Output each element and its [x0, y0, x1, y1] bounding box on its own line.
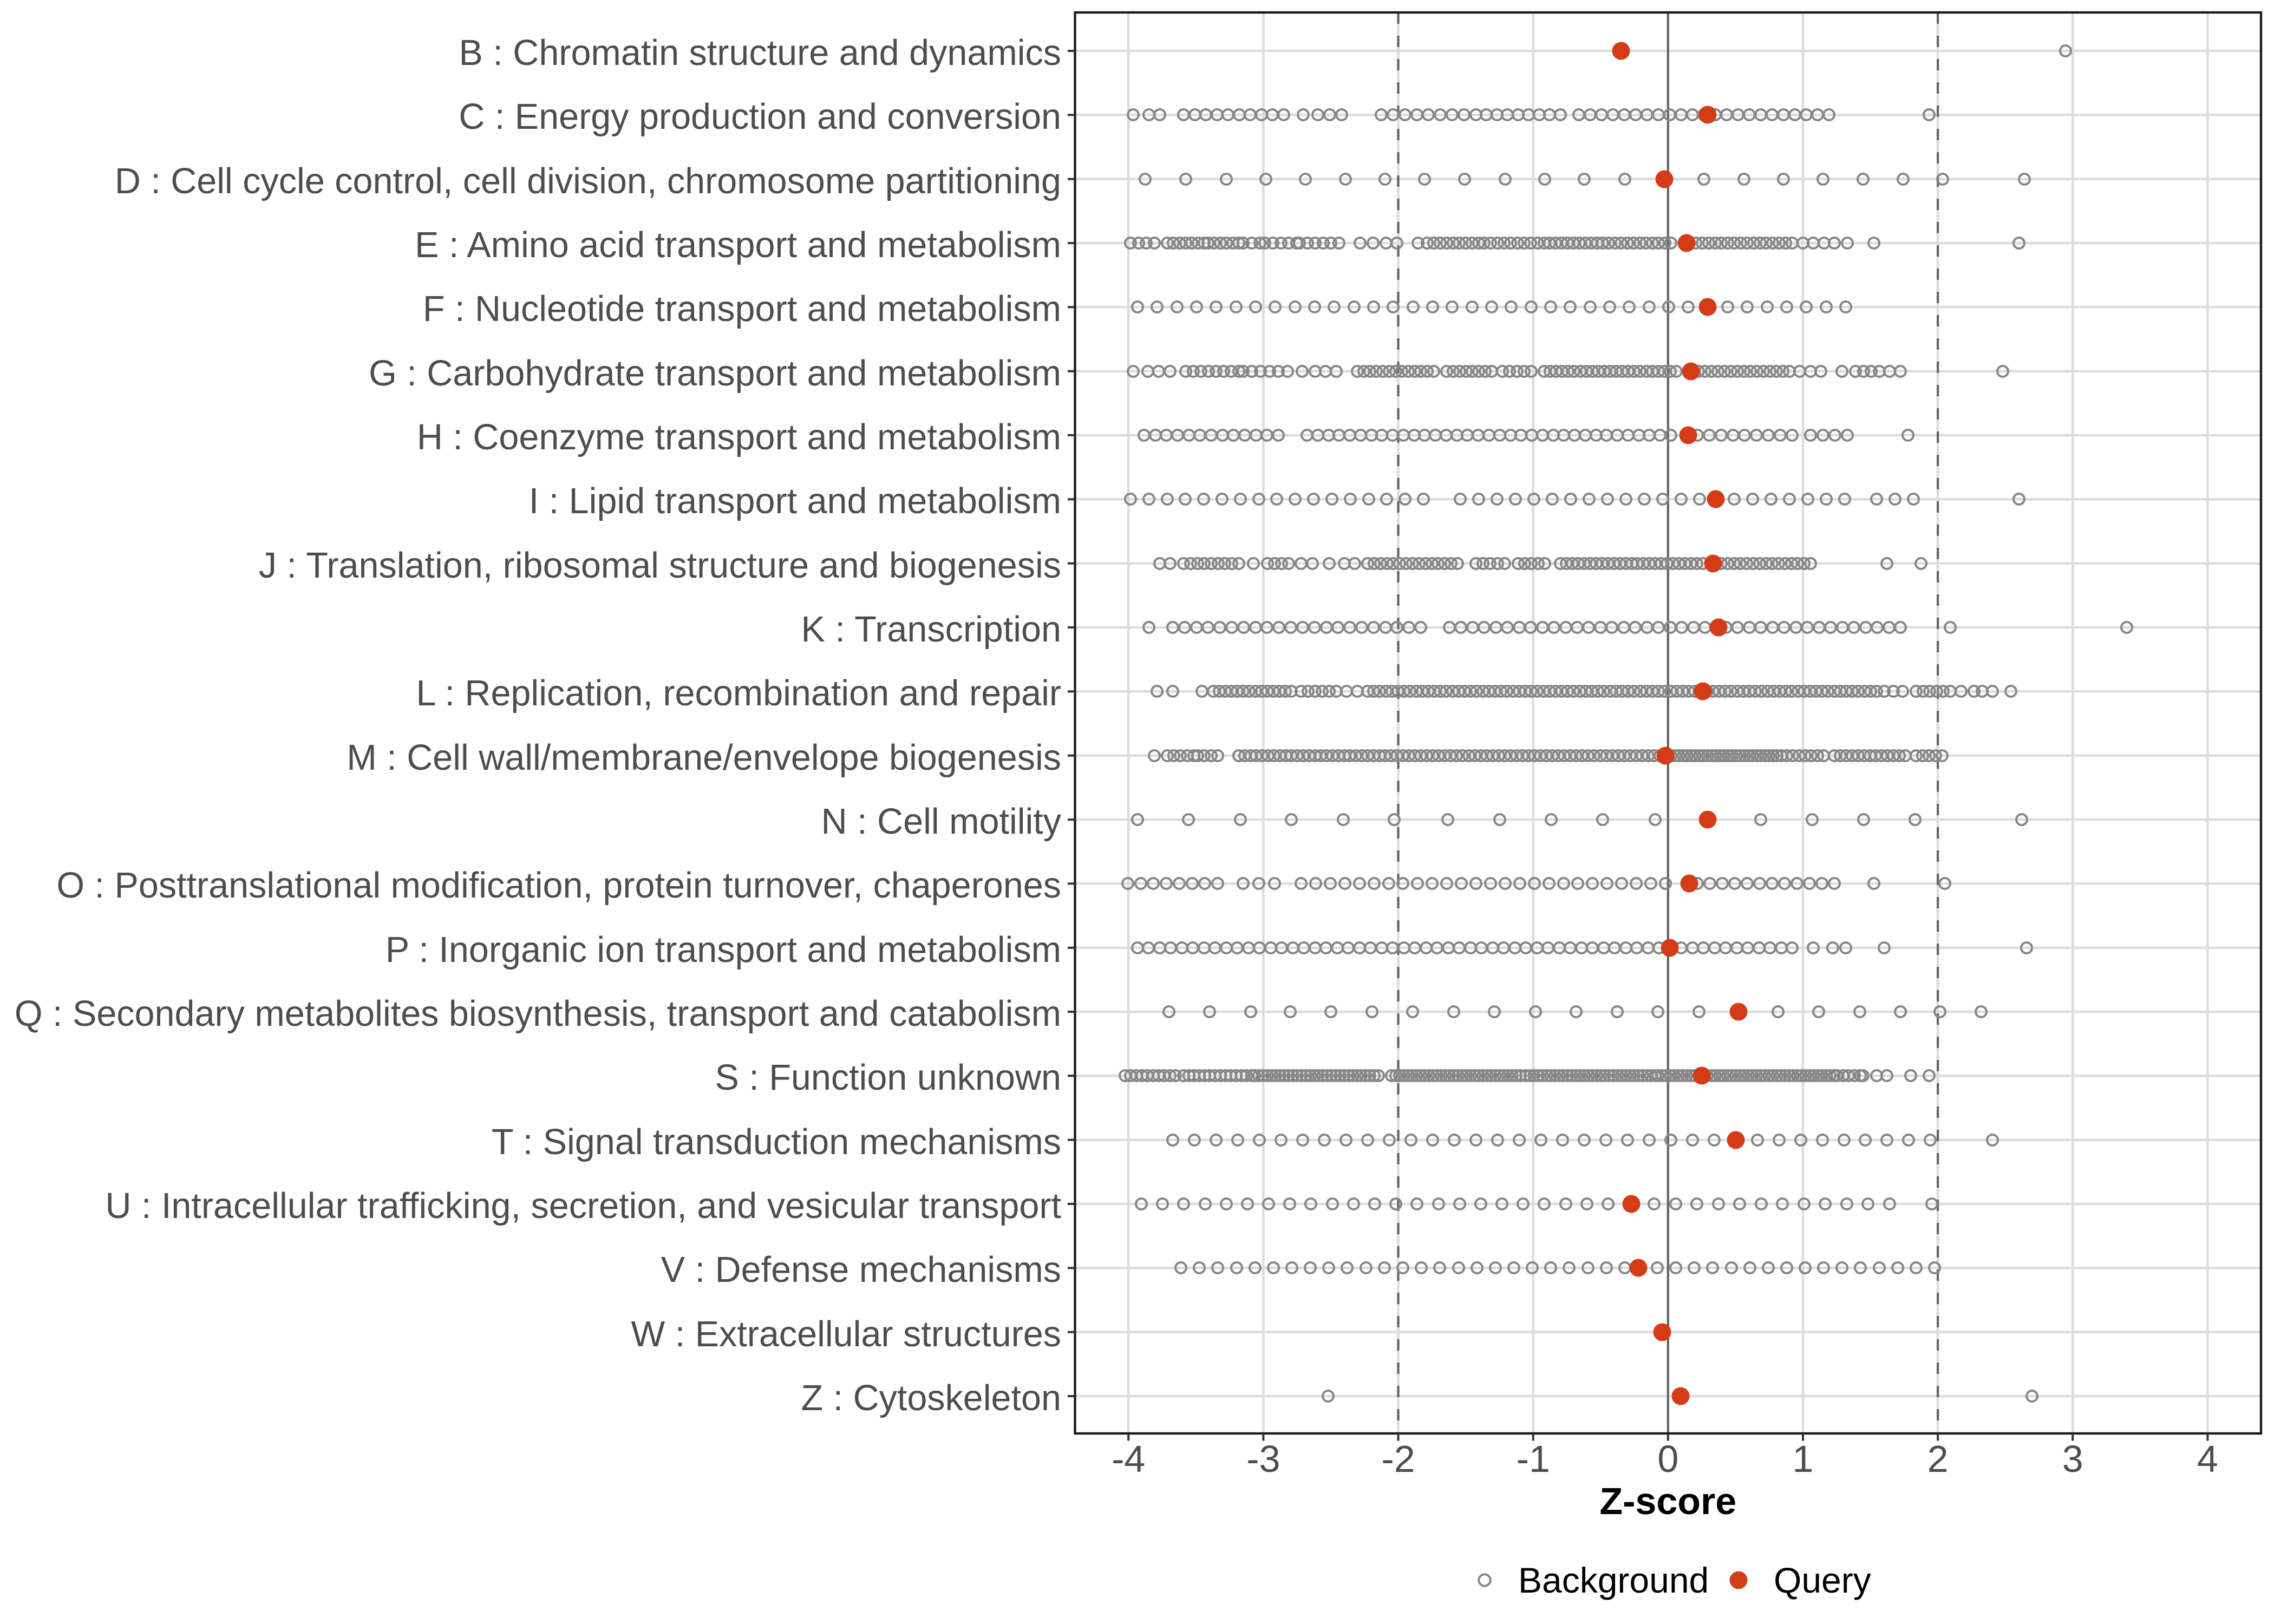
svg-text:-2: -2	[1381, 1438, 1415, 1480]
svg-text:P : Inorganic ion transport an: P : Inorganic ion transport and metaboli…	[385, 930, 1061, 970]
svg-text:V : Defense mechanisms: V : Defense mechanisms	[661, 1250, 1061, 1290]
svg-text:Z : Cytoskeleton: Z : Cytoskeleton	[801, 1378, 1061, 1418]
svg-text:U : Intracellular trafficking,: U : Intracellular trafficking, secretion…	[106, 1186, 1062, 1226]
svg-text:L : Replication, recombination: L : Replication, recombination and repai…	[416, 673, 1061, 713]
svg-text:4: 4	[2197, 1438, 2218, 1480]
svg-text:F : Nucleotide transport and m: F : Nucleotide transport and metabolism	[423, 289, 1061, 329]
svg-text:Z-score: Z-score	[1599, 1480, 1736, 1522]
svg-text:-3: -3	[1246, 1438, 1280, 1480]
svg-text:G : Carbohydrate transport and: G : Carbohydrate transport and metabolis…	[369, 353, 1061, 394]
svg-text:Background: Background	[1518, 1560, 1709, 1600]
svg-text:S : Function unknown: S : Function unknown	[715, 1058, 1061, 1098]
svg-text:Query: Query	[1774, 1560, 1871, 1600]
svg-text:D : Cell cycle control, cell d: D : Cell cycle control, cell division, c…	[115, 161, 1061, 201]
svg-text:C : Energy production and conv: C : Energy production and conversion	[459, 97, 1061, 137]
svg-text:1: 1	[1793, 1438, 1814, 1480]
svg-text:K : Transcription: K : Transcription	[801, 610, 1061, 650]
svg-text:-4: -4	[1112, 1438, 1145, 1480]
svg-text:2: 2	[1927, 1438, 1949, 1480]
svg-text:Q : Secondary metabolites bios: Q : Secondary metabolites biosynthesis, …	[15, 994, 1061, 1034]
svg-text:J : Translation, ribosomal str: J : Translation, ribosomal structure and…	[259, 546, 1061, 586]
svg-text:3: 3	[2062, 1438, 2083, 1480]
svg-text:W : Extracellular structures: W : Extracellular structures	[631, 1314, 1062, 1354]
svg-text:M : Cell wall/membrane/envelop: M : Cell wall/membrane/envelope biogenes…	[347, 738, 1061, 778]
svg-text:N : Cell motility: N : Cell motility	[821, 802, 1062, 842]
svg-text:H : Coenzyme transport and met: H : Coenzyme transport and metabolism	[417, 417, 1061, 457]
svg-text:I : Lipid transport and metabo: I : Lipid transport and metabolism	[529, 481, 1061, 521]
svg-text:O : Posttranslational modifica: O : Posttranslational modification, prot…	[56, 866, 1061, 906]
svg-text:0: 0	[1657, 1438, 1678, 1480]
svg-text:E : Amino acid transport and m: E : Amino acid transport and metabolism	[415, 225, 1061, 265]
svg-text:T : Signal transduction mechan: T : Signal transduction mechanisms	[492, 1122, 1061, 1162]
svg-text:-1: -1	[1517, 1438, 1550, 1480]
svg-text:B : Chromatin structure and dy: B : Chromatin structure and dynamics	[459, 33, 1061, 73]
